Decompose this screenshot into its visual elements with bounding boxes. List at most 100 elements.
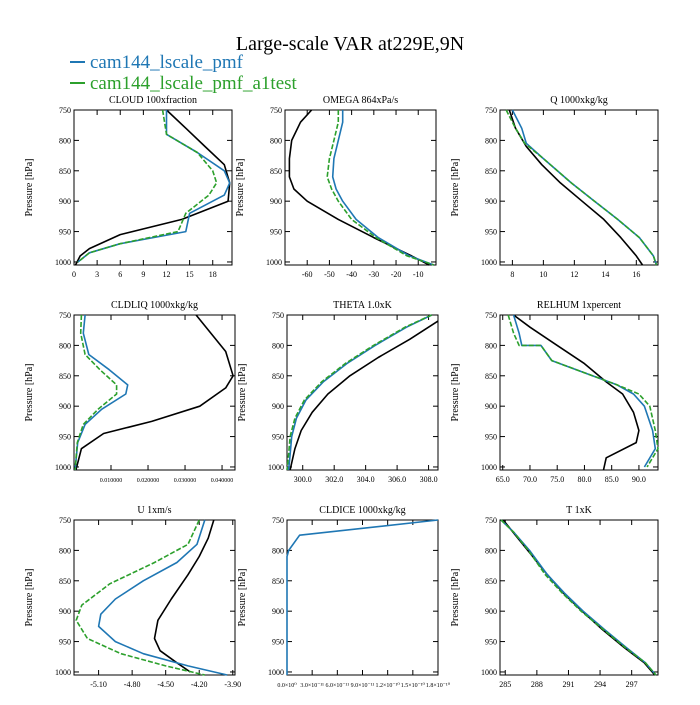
x-tick-label: -20 [391, 270, 402, 279]
x-tick-label: 288 [531, 680, 543, 689]
x-tick-label: 0 [72, 270, 76, 279]
x-tick-label: 0.010000 [100, 478, 123, 484]
y-tick-label: 1000 [481, 258, 497, 267]
y-tick-label: 800 [485, 136, 497, 145]
x-tick-label: -5.10 [90, 680, 107, 689]
x-tick-label: 1.5×10⁻¹⁰ [401, 682, 426, 689]
x-tick-label: 0.030000 [174, 478, 197, 484]
x-tick-label: 14 [601, 270, 609, 279]
y-tick-label: 750 [270, 106, 282, 115]
series-line-cam144_lscale_pmf [500, 519, 657, 676]
panel-title: OMEGA 864xPa/s [323, 95, 398, 106]
y-tick-label: 850 [485, 372, 497, 381]
y-tick-label: 850 [272, 372, 284, 381]
y-tick-label: 850 [485, 577, 497, 586]
y-tick-label: 900 [485, 197, 497, 206]
y-tick-label: 850 [59, 167, 71, 176]
series-line-black [75, 314, 234, 471]
y-tick-label: 900 [272, 607, 284, 616]
y-tick-label: 1000 [481, 463, 497, 472]
x-tick-label: 12 [570, 270, 578, 279]
series-line-cam144_lscale_pmf [97, 519, 228, 676]
figure-title: Large-scale VAR at229E,9N [236, 33, 464, 55]
y-tick-label: 950 [272, 638, 284, 647]
y-tick-label: 750 [59, 106, 71, 115]
x-tick-label: 0.020000 [137, 478, 160, 484]
x-tick-label: 304.0 [357, 475, 375, 484]
plot-frame [284, 109, 437, 266]
legend-label-1: cam144_lscale_pmf_a1test [90, 73, 298, 94]
x-tick-label: 65.0 [496, 475, 510, 484]
x-tick-label: -4.20 [191, 680, 208, 689]
x-tick-label: 3.0×10⁻¹¹ [300, 683, 324, 689]
y-tick-label: 950 [59, 638, 71, 647]
y-tick-label: 950 [485, 228, 497, 237]
series-line-black [513, 314, 640, 471]
y-axis-label: Pressure [hPa] [237, 363, 248, 421]
y-axis-label: Pressure [hPa] [450, 363, 461, 421]
y-tick-label: 850 [59, 372, 71, 381]
x-tick-label: -40 [346, 270, 357, 279]
x-tick-label: 6 [118, 270, 122, 279]
series-line-black [289, 320, 439, 471]
panel-7: U 1xm/s Pressure [hPa] 750 800 850 900 950 1000… [24, 505, 241, 689]
y-tick-label: 900 [59, 402, 71, 411]
y-tick-label: 1000 [268, 463, 284, 472]
x-tick-label: 16 [632, 270, 640, 279]
panel-2: OMEGA 864xPa/s Pressure [hPa] 750 800 850 900… [235, 95, 437, 279]
plot-frame [499, 314, 659, 471]
series-line-cam144_lscale_pmf [286, 519, 439, 675]
panels: CLOUD 100xfraction Pressure [hPa] 750 800 85… [24, 95, 659, 689]
plot-frame [499, 109, 659, 266]
panel-4: CLDLIQ 1000xkg/kg Pressure [hPa] 750 800 850… [24, 300, 236, 484]
panel-title: THETA 1.0xK [333, 300, 392, 311]
y-axis-label: Pressure [hPa] [235, 158, 246, 216]
x-tick-label: 285 [499, 680, 511, 689]
y-tick-label: 1000 [55, 463, 71, 472]
panel-title: CLDLIQ 1000xkg/kg [111, 300, 198, 311]
panel-title: Q 1000xkg/kg [550, 95, 608, 106]
x-tick-label: 300.0 [294, 475, 312, 484]
series-line-cam144_lscale_pmf_a1test [286, 314, 433, 471]
panel-title: T 1xK [566, 505, 592, 516]
y-tick-label: 750 [485, 311, 497, 320]
y-tick-label: 1000 [55, 668, 71, 677]
panel-title: CLDICE 1000xkg/kg [319, 505, 405, 516]
series-line-cam144_lscale_pmf_a1test [74, 314, 118, 471]
legend-label-0: cam144_lscale_pmf [90, 52, 244, 73]
legend: cam144_lscale_pmf cam144_lscale_pmf_a1te… [70, 52, 298, 94]
x-tick-label: -50 [324, 270, 335, 279]
y-tick-label: 950 [59, 228, 71, 237]
x-tick-label: 12 [162, 270, 170, 279]
y-tick-label: 1000 [55, 258, 71, 267]
plot-frame [499, 519, 659, 676]
y-axis-label: Pressure [hPa] [24, 363, 35, 421]
plot-frame [73, 519, 236, 676]
y-axis-label: Pressure [hPa] [450, 158, 461, 216]
panel-8: CLDICE 1000xkg/kg Pressure [hPa] 750 800 850… [237, 505, 451, 689]
y-tick-label: 850 [59, 577, 71, 586]
y-tick-label: 750 [485, 106, 497, 115]
plot-frame [73, 314, 236, 471]
series-line-cam144_lscale_pmf [74, 314, 129, 471]
series-line-cam144_lscale_pmf [77, 110, 231, 263]
x-tick-label: 80.0 [577, 475, 591, 484]
series-line-cam144_lscale_pmf_a1test [75, 519, 205, 676]
series-line-black [288, 109, 430, 266]
y-tick-label: 950 [270, 228, 282, 237]
panel-title: RELHUM 1xpercent [537, 300, 621, 311]
x-tick-label: 306.0 [388, 475, 406, 484]
x-tick-label: 10 [539, 270, 547, 279]
x-tick-label: 1.8×10⁻¹⁰ [426, 682, 451, 689]
y-tick-label: 950 [59, 433, 71, 442]
plot-frame [73, 109, 233, 266]
x-tick-label: 3 [95, 270, 99, 279]
y-tick-label: 850 [272, 577, 284, 586]
x-tick-label: -4.80 [124, 680, 141, 689]
x-tick-label: 18 [209, 270, 217, 279]
x-tick-label: 15 [186, 270, 194, 279]
panel-6: RELHUM 1xpercent Pressure [hPa] 750 800 850 9… [450, 300, 659, 484]
x-tick-label: -60 [302, 270, 313, 279]
y-tick-label: 800 [59, 136, 71, 145]
